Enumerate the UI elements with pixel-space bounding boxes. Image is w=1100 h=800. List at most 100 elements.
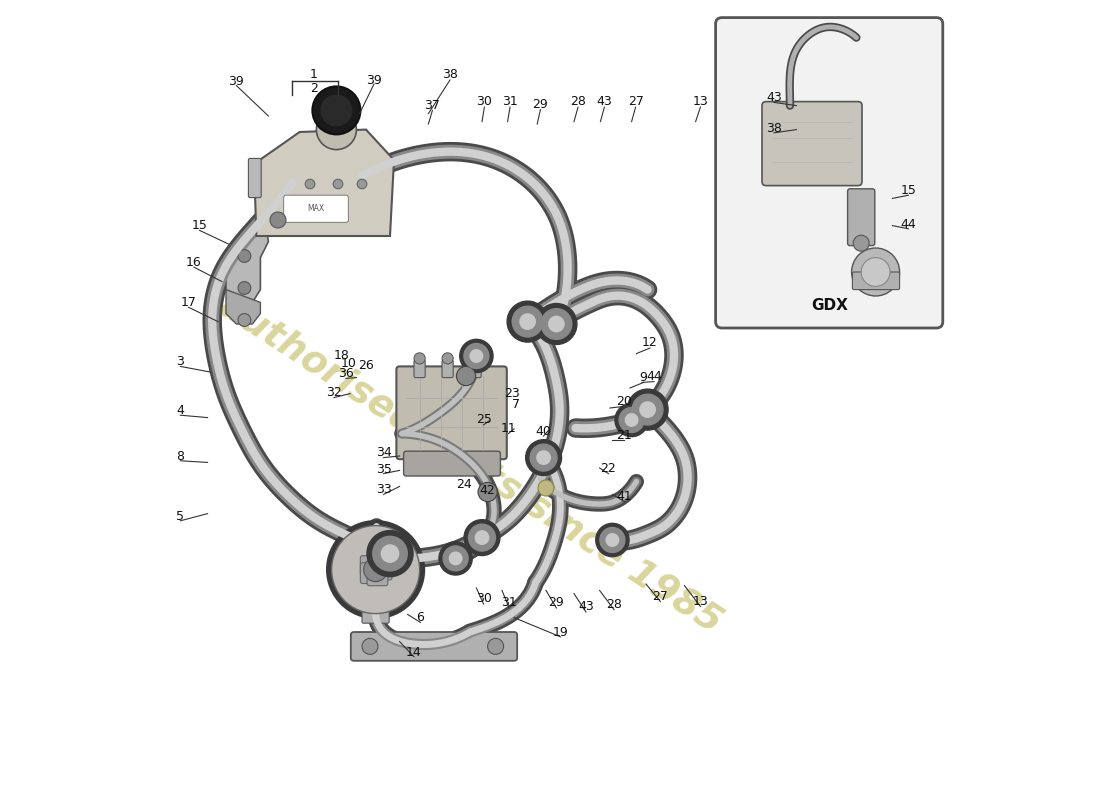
Text: 3: 3: [176, 355, 185, 368]
Circle shape: [537, 451, 550, 464]
Circle shape: [632, 394, 663, 425]
Circle shape: [464, 343, 488, 369]
Text: 43: 43: [579, 600, 594, 613]
Text: 9: 9: [640, 371, 648, 384]
Text: 43: 43: [766, 91, 782, 104]
Circle shape: [606, 534, 618, 546]
Circle shape: [627, 389, 668, 430]
Text: 41: 41: [616, 490, 632, 502]
Circle shape: [456, 366, 475, 386]
Circle shape: [317, 110, 356, 150]
FancyBboxPatch shape: [371, 559, 392, 580]
Circle shape: [443, 546, 469, 571]
Circle shape: [326, 520, 426, 619]
Polygon shape: [226, 290, 261, 324]
Text: 33: 33: [376, 483, 392, 496]
Text: 4: 4: [176, 404, 185, 417]
Text: 28: 28: [606, 598, 621, 610]
Circle shape: [854, 235, 869, 251]
Text: 13: 13: [693, 95, 708, 108]
Text: 20: 20: [616, 395, 631, 408]
Circle shape: [373, 536, 407, 571]
Circle shape: [270, 212, 286, 228]
Text: 38: 38: [766, 122, 782, 134]
Circle shape: [464, 520, 499, 555]
Circle shape: [507, 301, 548, 342]
Circle shape: [640, 402, 656, 418]
Circle shape: [364, 558, 387, 582]
Circle shape: [238, 314, 251, 326]
Circle shape: [596, 523, 629, 557]
Text: 15: 15: [191, 219, 208, 232]
Text: 27: 27: [652, 590, 669, 602]
Text: MAX: MAX: [307, 204, 324, 214]
Text: 8: 8: [176, 450, 185, 462]
FancyBboxPatch shape: [442, 360, 453, 378]
Circle shape: [333, 179, 343, 189]
Text: 11: 11: [500, 422, 516, 434]
Text: 44: 44: [901, 218, 916, 230]
Circle shape: [238, 282, 251, 294]
Circle shape: [487, 638, 504, 654]
Circle shape: [615, 403, 648, 437]
Text: 29: 29: [549, 596, 564, 609]
Text: 16: 16: [186, 256, 202, 269]
Text: 38: 38: [442, 68, 458, 81]
Text: GDX: GDX: [811, 298, 848, 313]
Circle shape: [861, 258, 890, 286]
FancyBboxPatch shape: [361, 556, 381, 577]
FancyBboxPatch shape: [362, 604, 389, 623]
Polygon shape: [226, 224, 268, 302]
Text: 12: 12: [642, 336, 658, 349]
Circle shape: [532, 446, 554, 469]
FancyBboxPatch shape: [396, 366, 507, 459]
Text: 10: 10: [341, 358, 356, 370]
Text: 6: 6: [417, 611, 425, 624]
Circle shape: [536, 303, 576, 345]
Text: 42: 42: [480, 484, 495, 497]
Circle shape: [513, 306, 543, 337]
FancyBboxPatch shape: [367, 565, 388, 586]
Text: 39: 39: [366, 74, 382, 86]
Text: 32: 32: [326, 386, 342, 398]
Circle shape: [520, 314, 536, 330]
FancyBboxPatch shape: [848, 189, 874, 246]
Text: 31: 31: [502, 95, 518, 108]
Circle shape: [526, 440, 561, 475]
Text: 43: 43: [596, 95, 613, 108]
FancyBboxPatch shape: [361, 562, 381, 583]
Text: 39: 39: [229, 75, 244, 88]
Text: 5: 5: [176, 510, 185, 522]
Text: 18: 18: [334, 350, 350, 362]
Circle shape: [367, 530, 412, 577]
Circle shape: [312, 86, 361, 134]
Text: 1: 1: [310, 68, 318, 81]
Circle shape: [442, 353, 453, 364]
Text: 22: 22: [601, 462, 616, 474]
Circle shape: [238, 250, 251, 262]
Text: 21: 21: [616, 429, 631, 442]
FancyBboxPatch shape: [249, 158, 261, 198]
FancyBboxPatch shape: [414, 360, 426, 378]
Circle shape: [450, 552, 462, 565]
Circle shape: [382, 545, 398, 562]
Circle shape: [851, 248, 900, 296]
Text: 40: 40: [536, 425, 551, 438]
Text: 30: 30: [476, 95, 493, 108]
Circle shape: [439, 542, 472, 575]
Circle shape: [358, 179, 366, 189]
Text: 29: 29: [532, 98, 548, 110]
Text: 2: 2: [310, 82, 318, 95]
Circle shape: [626, 414, 638, 426]
Text: 24: 24: [456, 478, 472, 490]
FancyBboxPatch shape: [351, 632, 517, 661]
Text: 26: 26: [359, 359, 374, 372]
FancyBboxPatch shape: [470, 360, 481, 378]
FancyBboxPatch shape: [762, 102, 862, 186]
Circle shape: [470, 350, 483, 362]
Circle shape: [619, 407, 645, 433]
Circle shape: [469, 524, 495, 551]
Circle shape: [478, 482, 497, 502]
Text: 28: 28: [570, 95, 586, 108]
Circle shape: [475, 531, 488, 544]
